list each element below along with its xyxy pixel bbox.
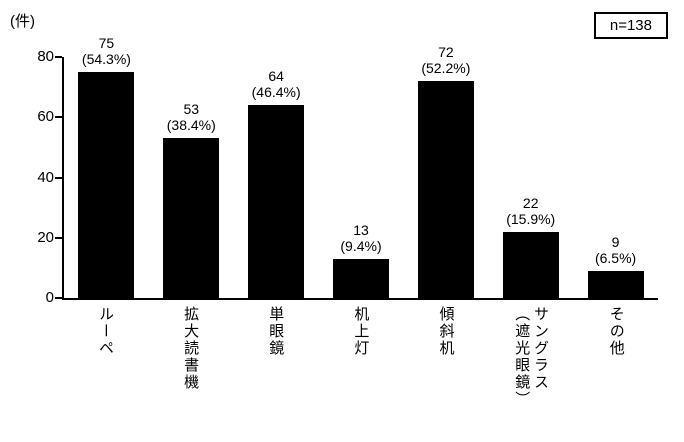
bar-value: 22 [522, 194, 539, 211]
bar-value-label: 75 (54.3%) [82, 35, 131, 67]
x-category-label: サングラス （遮光眼鏡） [513, 306, 550, 408]
bar-value: 13 [353, 221, 369, 238]
x-category-label: 机上灯 [352, 306, 370, 357]
x-axis-labels: ルーペ 拡大読書機 単眼鏡 机上灯 傾斜机 サングラス （遮光眼鏡） その他 [62, 306, 658, 436]
x-category-label: ルーペ [96, 306, 114, 357]
plot-area: 0 20 40 60 80 75 (54.3%) 53 (38.4%) 64 (46.4%) 13 (9… [37, 35, 658, 306]
bar [587, 270, 644, 298]
y-tick-mark [55, 56, 62, 58]
bar-value: 72 [438, 43, 454, 60]
x-category-label: 傾斜机 [437, 306, 455, 357]
y-tick-label: 0 [45, 289, 54, 306]
bar-percent: (46.4%) [251, 84, 301, 101]
y-tick-label: 80 [37, 48, 54, 65]
y-tick-label: 20 [37, 228, 54, 246]
x-category-label: 単眼鏡 [267, 306, 285, 357]
y-tick-label: 60 [37, 108, 54, 126]
x-category-cell: その他 [573, 306, 658, 436]
bar-value-label: 72 (52.2%) [421, 44, 470, 76]
x-category-cell: 机上灯 [317, 306, 402, 436]
bar-group: 13 (9.4%) [319, 57, 404, 298]
x-category-label: 拡大読書機 [182, 306, 200, 391]
y-tick-label: 40 [37, 168, 54, 186]
bar-value-label: 13 (9.4%) [340, 222, 381, 254]
bar-group: 22 (15.9%) [488, 57, 573, 298]
x-category-label: その他 [607, 306, 625, 357]
bar-value: 75 [98, 34, 115, 51]
bar-value-label: 53 (38.4%) [167, 101, 216, 133]
y-axis-unit-label: (件) [10, 13, 35, 30]
bar-percent: (54.3%) [81, 50, 131, 67]
bar-percent: (38.4%) [166, 117, 216, 134]
bar-group: 53 (38.4%) [149, 57, 234, 298]
x-category-cell: 単眼鏡 [232, 306, 317, 436]
bar-group: 75 (54.3%) [64, 35, 149, 298]
y-tick-mark [55, 116, 62, 119]
sample-size-box: n=138 [593, 12, 668, 39]
bar-group: 64 (46.4%) [234, 57, 319, 298]
y-tick-mark [55, 236, 62, 239]
x-category-cell: 拡大読書機 [147, 306, 232, 436]
bar-percent: (6.5%) [594, 249, 637, 266]
x-category-cell: ルーペ [62, 306, 147, 436]
bar [333, 258, 389, 298]
bar [78, 72, 135, 298]
x-category-cell: サングラス （遮光眼鏡） [488, 306, 573, 436]
bar [417, 81, 474, 298]
bar-group: 9 (6.5%) [573, 57, 658, 298]
bar-value: 64 [268, 68, 284, 85]
bar-group: 72 (52.2%) [403, 44, 488, 298]
bar [502, 231, 559, 298]
bar-value-label: 64 (46.4%) [252, 68, 301, 100]
bar-percent: (9.4%) [340, 237, 382, 254]
bar-percent: (52.2%) [421, 60, 471, 77]
bar-percent: (15.9%) [506, 210, 556, 227]
y-tick-mark [55, 297, 62, 299]
x-category-cell: 傾斜机 [403, 306, 488, 436]
bar-value-label: 22 (15.9%) [506, 195, 555, 227]
bar [248, 105, 305, 298]
y-tick-mark [55, 176, 62, 179]
bar-value: 53 [183, 101, 200, 118]
bar [163, 138, 220, 298]
bar-value: 9 [611, 233, 620, 250]
bar-value-label: 9 (6.5%) [595, 234, 636, 266]
